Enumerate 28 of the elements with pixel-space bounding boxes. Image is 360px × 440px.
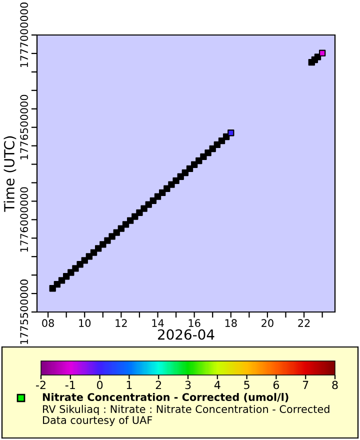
text: Nitrate Concentration - Corrected (umol/l) bbox=[42, 392, 288, 402]
color-bar-label: 0 bbox=[97, 380, 103, 390]
x-tick-label: 20 bbox=[262, 319, 274, 328]
x-tick-label: 10 bbox=[79, 319, 91, 328]
y-axis-title: Time (UTC) bbox=[4, 136, 16, 212]
color-bar-label: -1 bbox=[65, 380, 75, 389]
color-bar-label: 7 bbox=[302, 380, 308, 389]
x-tick-label: 08 bbox=[42, 319, 54, 328]
color-bar-label: 2 bbox=[156, 380, 162, 389]
color-bar-label: 3 bbox=[185, 380, 191, 390]
color-bar-label: -2 bbox=[36, 380, 46, 389]
text: Data courtesy of UAF bbox=[43, 416, 152, 426]
color-bar-label: 6 bbox=[273, 380, 280, 390]
x-tick-label: 22 bbox=[298, 319, 310, 327]
x-tick-label: 12 bbox=[116, 319, 127, 327]
color-bar-label: 1 bbox=[126, 380, 132, 389]
color-bar-label: 8 bbox=[332, 380, 338, 390]
y-tick-label: 1776000000 bbox=[20, 187, 28, 252]
text: RV Sikuliaq : Nitrate : Nitrate Concentration - Corrected bbox=[43, 404, 330, 416]
color-bar-label: 4 bbox=[214, 380, 220, 389]
y-tick-label: 1776500000 bbox=[20, 94, 28, 160]
y-tick-label: 1777000000 bbox=[20, 2, 28, 67]
color-bar-label: 5 bbox=[244, 380, 250, 390]
x-tick-label: 16 bbox=[188, 319, 200, 328]
x-axis-title: 2026-04 bbox=[158, 329, 214, 340]
x-tick-label: 18 bbox=[225, 319, 237, 328]
y-tick-label: 1775500000 bbox=[20, 280, 28, 344]
x-tick-label: 14 bbox=[152, 319, 164, 327]
